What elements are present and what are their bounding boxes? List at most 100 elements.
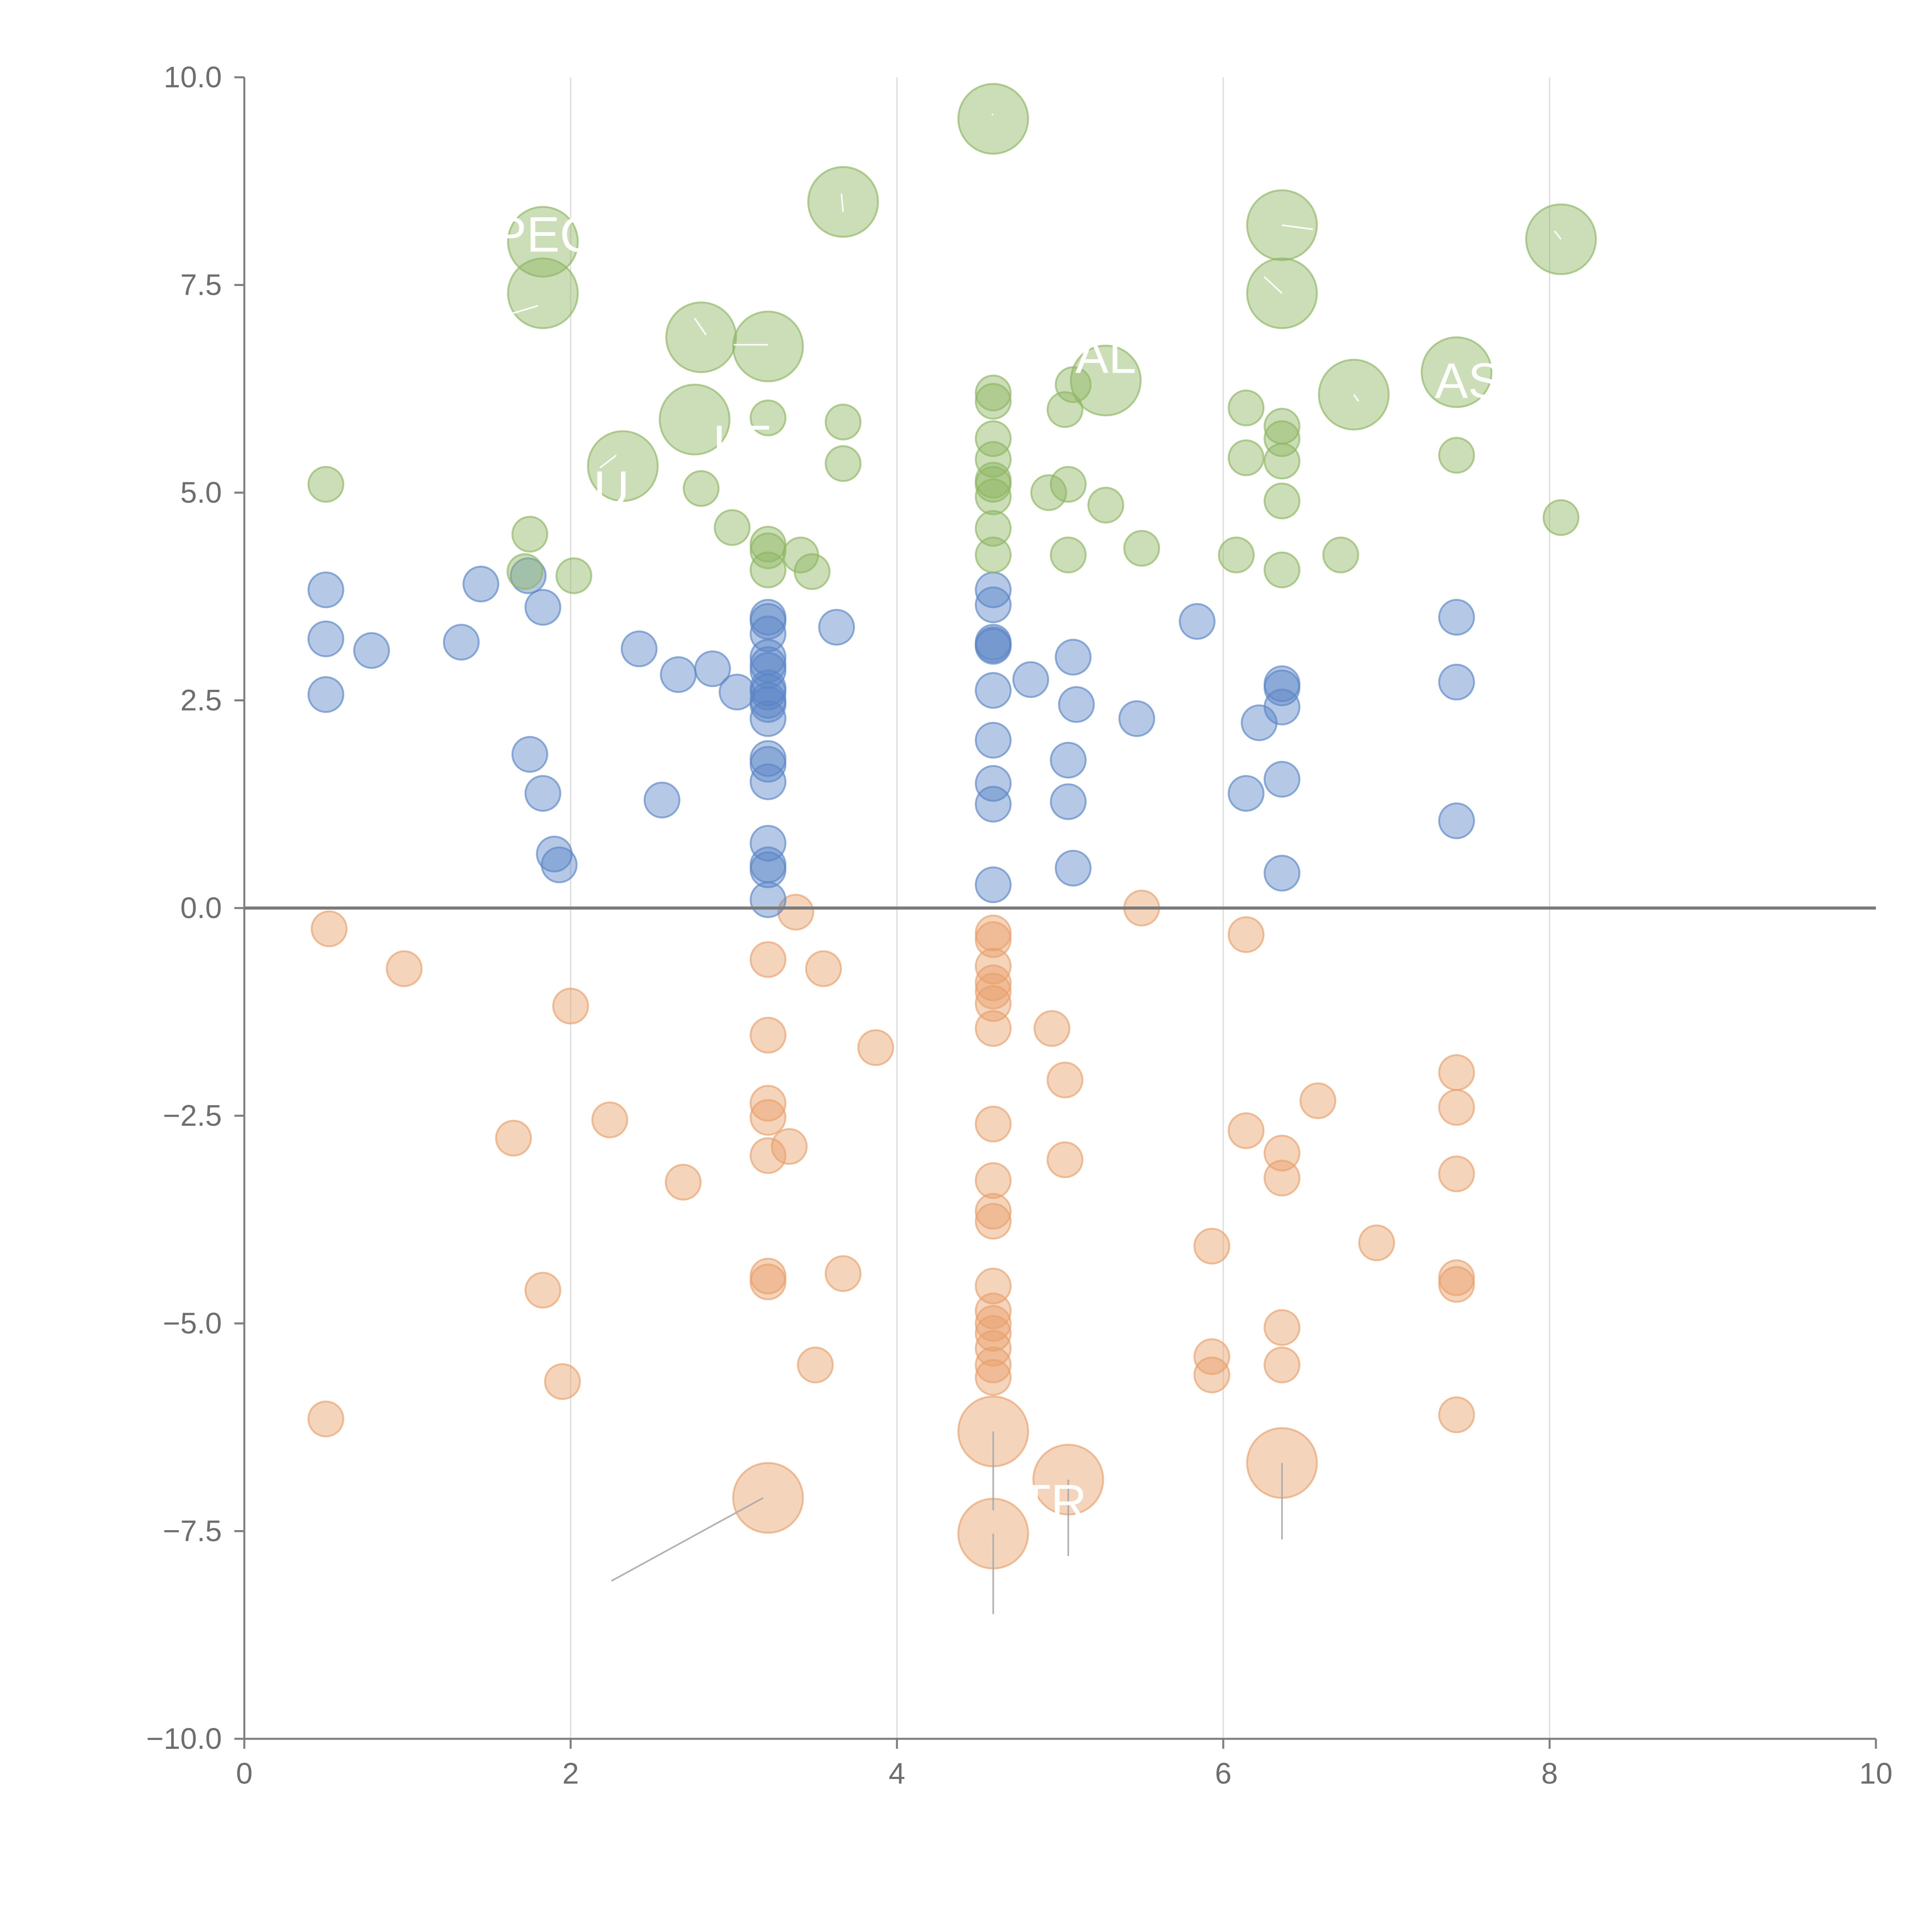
y-tick-label: 2.5: [180, 684, 222, 717]
data-point: [1264, 689, 1301, 726]
leader-line: [611, 1497, 764, 1582]
data-point: [777, 894, 815, 931]
data-point: [307, 1400, 344, 1437]
data-point: [1438, 802, 1475, 839]
point-labels: PEC U LF AL AS TR: [493, 207, 1502, 1530]
data-point: [718, 673, 756, 711]
leader-line: [1263, 276, 1283, 294]
data-point: [1438, 1054, 1475, 1091]
data-point: [1264, 1309, 1301, 1346]
data-point: [541, 846, 578, 883]
data-point: [1299, 1082, 1337, 1119]
data-point: [307, 466, 344, 503]
data-point-large: [1420, 336, 1493, 408]
data-point: [1123, 530, 1160, 567]
data-point: [750, 1099, 787, 1136]
leader-line: [510, 305, 538, 315]
data-point: [857, 1029, 894, 1066]
data-point: [660, 656, 697, 693]
data-point: [694, 650, 731, 687]
y-tick-label: −7.5: [163, 1514, 222, 1548]
data-point: [975, 510, 1012, 547]
leader-line: [1353, 394, 1359, 402]
y-tick-label: 10.0: [164, 61, 222, 94]
data-point: [975, 985, 1012, 1022]
data-point: [1012, 661, 1049, 698]
data-point: [750, 700, 787, 737]
data-point: [975, 722, 1012, 759]
data-point: [975, 478, 1012, 515]
data-point: [621, 630, 658, 667]
x-tick-label: 6: [1215, 1757, 1231, 1790]
data-point: [1264, 482, 1301, 520]
data-point: [750, 673, 787, 711]
data-point: [1050, 742, 1087, 779]
x-tick-label: 10: [1859, 1757, 1893, 1790]
data-point: [386, 950, 423, 987]
data-point: [975, 973, 1012, 1010]
data-point: [495, 1119, 532, 1157]
data-point: [975, 466, 1012, 503]
x-tick-label: 8: [1541, 1757, 1558, 1790]
data-point: [307, 571, 344, 609]
data-point: [975, 1267, 1012, 1304]
data-point: [511, 736, 548, 773]
data-point-large: [658, 384, 731, 456]
data-point: [975, 420, 1012, 457]
x-tick-label: 4: [889, 1757, 905, 1790]
data-point: [975, 536, 1012, 573]
data-point: [1358, 1224, 1395, 1262]
leader-line: [1282, 224, 1313, 230]
series-middle: [307, 557, 1475, 918]
data-point: [975, 1346, 1012, 1384]
data-point: [975, 1105, 1012, 1143]
data-point: [771, 1128, 808, 1165]
data-point: [1046, 1141, 1083, 1179]
series-upper: [307, 83, 1597, 594]
x-tick-label: 0: [236, 1757, 253, 1790]
data-point: [307, 620, 344, 657]
data-point: [975, 1193, 1012, 1230]
data-point: [1438, 1266, 1475, 1303]
leader-line: [694, 318, 707, 335]
data-point: [1228, 1112, 1265, 1149]
data-point: [975, 786, 1012, 823]
data-point: [1438, 1396, 1475, 1434]
y-tick-label: −2.5: [163, 1099, 222, 1132]
y-tick-label: −10.0: [146, 1722, 222, 1755]
data-point: [591, 1101, 628, 1138]
data-point: [750, 825, 787, 862]
data-point: [975, 383, 1012, 420]
leader-line: [599, 454, 617, 469]
data-point: [1264, 442, 1301, 480]
data-point: [1087, 486, 1124, 524]
data-point: [1322, 536, 1359, 573]
data-point: [1030, 474, 1067, 511]
data-point: [1264, 1134, 1301, 1172]
data-point: [1264, 669, 1301, 706]
data-point: [975, 1162, 1012, 1199]
data-point: [975, 964, 1012, 1002]
point-label: U: [594, 461, 629, 517]
series-lower: [307, 889, 1475, 1570]
leader-line: [1554, 230, 1562, 240]
data-point: [1264, 420, 1301, 457]
data-point: [1050, 536, 1087, 573]
data-point: [1193, 1356, 1230, 1393]
data-point-large: [507, 257, 579, 329]
data-point: [1228, 439, 1265, 476]
data-point: [1438, 1155, 1475, 1192]
data-point: [975, 1359, 1012, 1396]
leader-line: [840, 193, 844, 212]
data-point: [1438, 1089, 1475, 1126]
data-point-large: [1246, 189, 1318, 261]
data-point: [818, 609, 855, 646]
data-point-large: [587, 430, 659, 502]
data-point: [1046, 391, 1083, 428]
data-point: [1054, 639, 1092, 676]
point-label: AL: [1075, 328, 1136, 384]
data-point: [665, 1163, 702, 1201]
data-point: [975, 765, 1012, 802]
point-label: LF: [713, 415, 771, 471]
data-point: [975, 1315, 1012, 1352]
